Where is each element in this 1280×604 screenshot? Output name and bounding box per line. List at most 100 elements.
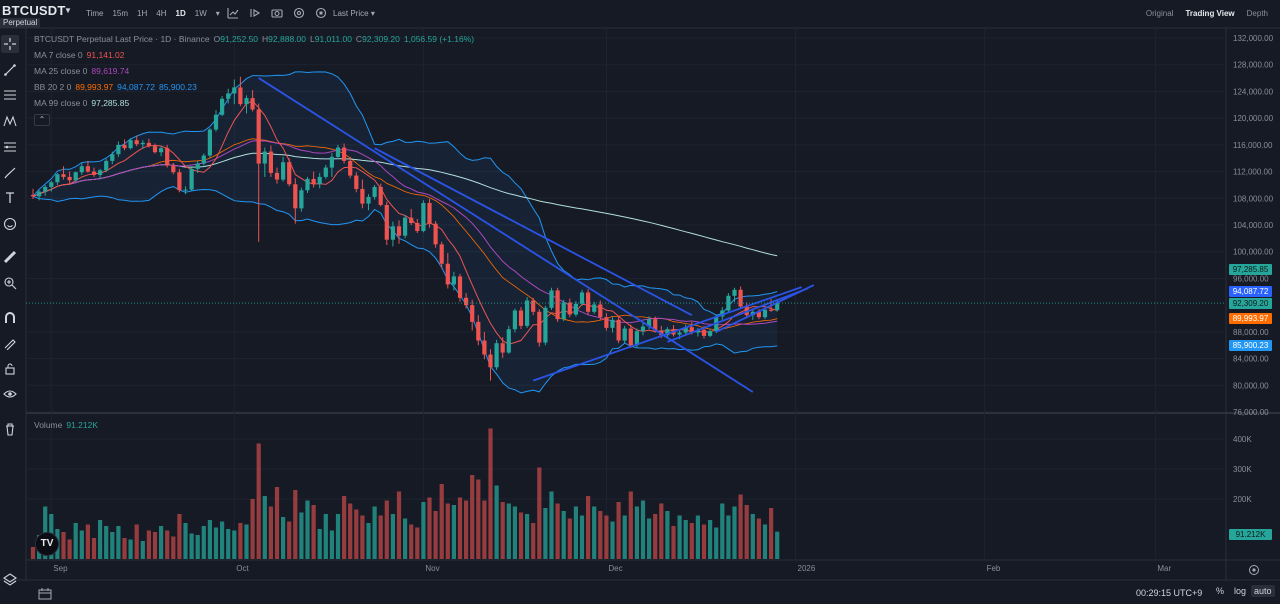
log-toggle[interactable]: log: [1234, 586, 1247, 596]
timeframe-time[interactable]: Time: [86, 9, 104, 18]
tab-trading-view[interactable]: Trading View: [1185, 9, 1235, 18]
camera-icon[interactable]: [270, 6, 284, 20]
ruler-icon[interactable]: [1, 248, 19, 266]
caret-down-icon[interactable]: ▼: [64, 6, 72, 15]
candle-body: [634, 331, 639, 346]
candle-body: [274, 172, 280, 180]
ma25-line: [32, 140, 778, 326]
candle-body: [335, 147, 341, 157]
replay-icon[interactable]: [248, 6, 262, 20]
pattern-icon[interactable]: [1, 112, 19, 130]
candle-body: [37, 191, 42, 197]
percent-toggle[interactable]: %: [1216, 586, 1225, 596]
fullscreen-icon[interactable]: [314, 6, 328, 20]
clock[interactable]: 00:29:15 UTC+9: [1136, 588, 1203, 598]
candle-body: [342, 147, 347, 161]
fib-icon[interactable]: [1, 138, 19, 156]
volume-bar: [281, 517, 286, 559]
eye-icon[interactable]: [1, 385, 19, 403]
text-icon[interactable]: [1, 189, 19, 207]
horizontal-lines-icon[interactable]: [1, 86, 19, 104]
timeframe-4h[interactable]: 4H: [156, 9, 167, 18]
candle-body: [213, 114, 219, 130]
timeframe-more-icon[interactable]: ▾: [215, 9, 220, 18]
volume-legend[interactable]: Volume 91.212K: [34, 420, 102, 430]
candle-body: [67, 176, 72, 181]
tab-original[interactable]: Original: [1145, 9, 1174, 18]
symbol-selector[interactable]: BTCUSDT ▼ Perpetual: [0, 1, 80, 28]
volume-bar: [567, 518, 572, 559]
legend-title: BTCUSDT Perpetual Last Price · 1D · Bina…: [34, 34, 210, 44]
drawing-toolbar: [0, 32, 20, 604]
volume-bar: [512, 506, 517, 559]
axis-settings-icon[interactable]: [1248, 563, 1260, 581]
price-axis-label: 116,000.00: [1233, 141, 1273, 150]
emoji-icon[interactable]: [1, 215, 19, 233]
candle-body: [91, 171, 97, 175]
candle-body: [98, 170, 103, 175]
symbol-name[interactable]: BTCUSDT: [2, 3, 66, 18]
price-mode-select[interactable]: Last Price ▾: [333, 9, 375, 18]
price-axis-label: 84,000.00: [1233, 355, 1269, 364]
indicators-icon[interactable]: [226, 6, 240, 20]
lock-icon[interactable]: [1, 360, 19, 378]
price-tag: 97,285.85: [1229, 264, 1272, 276]
lock-pen-icon[interactable]: [1, 334, 19, 352]
volume-axis-label: 400K: [1233, 435, 1252, 444]
candle-body: [146, 142, 151, 147]
volume-bar: [756, 518, 761, 559]
candle-body: [683, 327, 688, 333]
candle-body: [421, 202, 426, 232]
settings-icon[interactable]: [292, 6, 306, 20]
collapse-legend-icon[interactable]: ⌃: [34, 114, 50, 126]
candle-body: [653, 319, 658, 331]
volume-bar: [274, 487, 280, 559]
candle-body: [122, 144, 127, 149]
ma7-legend[interactable]: MA 7 close 0 91,141.02: [34, 50, 129, 60]
candle-body: [128, 140, 133, 149]
trend-line-drawing: [374, 147, 693, 316]
ma99-legend[interactable]: MA 99 close 0 97,285.85: [34, 98, 133, 108]
candle-body: [537, 311, 542, 343]
crosshair-icon[interactable]: [1, 35, 19, 53]
volume-bar: [543, 508, 548, 559]
candle-body: [61, 174, 66, 177]
layers-icon[interactable]: [1, 570, 19, 588]
candle-body: [85, 166, 90, 172]
trash-icon[interactable]: [1, 420, 19, 438]
timeframe-1h[interactable]: 1H: [137, 9, 148, 18]
volume-bar: [372, 506, 377, 559]
candle-body: [506, 329, 511, 353]
bb-legend[interactable]: BB 20 2 0 89,993.97 94,087.72 85,900.23: [34, 82, 201, 92]
zoom-in-icon[interactable]: [1, 274, 19, 292]
auto-toggle[interactable]: auto: [1251, 585, 1275, 597]
volume-bar: [165, 530, 170, 559]
brush-icon[interactable]: [1, 164, 19, 182]
candle-body: [762, 309, 768, 318]
ma99-label: MA 99 close 0: [34, 98, 88, 108]
timeframe-1d[interactable]: 1D: [175, 9, 186, 18]
candle-body: [494, 343, 499, 368]
volume-bar: [592, 506, 597, 559]
timeframe-1w[interactable]: 1W: [194, 9, 207, 18]
tradingview-logo[interactable]: TV: [35, 532, 59, 556]
candle-body: [592, 304, 597, 312]
volume-bar: [762, 524, 768, 559]
volume-bar: [714, 527, 719, 559]
volume-bar: [726, 515, 731, 559]
tab-depth[interactable]: Depth: [1246, 9, 1268, 18]
volume-bar: [616, 502, 621, 559]
volume-bar: [177, 514, 182, 559]
candle-body: [152, 146, 158, 153]
volume-bar: [647, 518, 652, 559]
magnet-icon[interactable]: [1, 309, 19, 327]
trend-line-icon[interactable]: [1, 61, 19, 79]
volume-bar: [366, 523, 371, 559]
candle-body: [457, 276, 463, 298]
ma25-legend[interactable]: MA 25 close 0 89,619.74: [34, 66, 133, 76]
timeframe-15m[interactable]: 15m: [112, 9, 129, 18]
date-range-icon[interactable]: [38, 587, 52, 604]
volume-bar: [744, 505, 749, 559]
candle-body: [311, 178, 316, 185]
